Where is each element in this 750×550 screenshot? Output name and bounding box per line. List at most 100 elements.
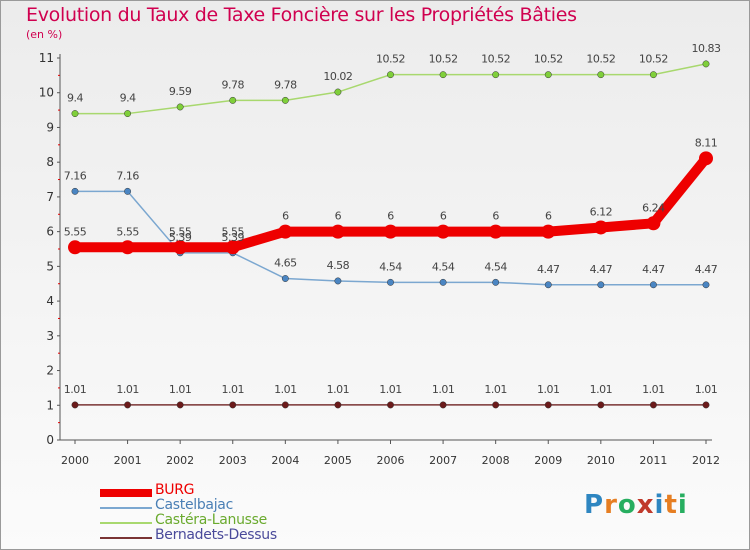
y-tick-label: 10 <box>39 86 54 100</box>
data-label: 1.01 <box>169 383 192 396</box>
data-point <box>229 401 237 409</box>
x-tick-label: 2004 <box>271 454 299 467</box>
data-label: 10.02 <box>323 70 352 83</box>
data-point <box>649 281 657 289</box>
data-point <box>544 71 552 79</box>
x-tick-label: 2009 <box>534 454 562 467</box>
data-point <box>593 220 608 235</box>
data-label: 4.54 <box>484 260 507 273</box>
data-label: 6 <box>492 210 499 223</box>
chart-unit-label: (en %) <box>26 28 63 41</box>
data-point <box>387 71 394 79</box>
data-point <box>281 96 289 104</box>
x-tick-label: 2011 <box>639 454 667 467</box>
data-label: 1.01 <box>274 383 297 396</box>
data-label: 5.55 <box>64 225 87 238</box>
data-label: 1.01 <box>116 383 139 396</box>
data-point <box>544 281 552 289</box>
data-point <box>124 110 132 118</box>
y-tick-label: 5 <box>46 259 54 273</box>
data-point <box>439 401 447 409</box>
x-tick-label: 2001 <box>114 454 142 467</box>
data-point <box>646 216 661 231</box>
data-label: 10.52 <box>586 53 615 66</box>
y-tick-label: 9 <box>46 120 54 134</box>
x-tick-label: 2008 <box>482 454 510 467</box>
data-point <box>492 278 500 286</box>
data-label: 1.01 <box>590 383 613 396</box>
data-label: 1.01 <box>222 383 245 396</box>
x-tick-label: 2005 <box>324 454 352 467</box>
data-point <box>649 71 657 79</box>
legend-swatch-bernadets-dessus <box>100 536 152 539</box>
logo-letter: x <box>636 490 655 520</box>
data-label: 5.39 <box>222 231 245 244</box>
data-point <box>439 71 447 79</box>
x-tick-label: 2003 <box>219 454 247 467</box>
data-label: 1.01 <box>379 383 402 396</box>
data-label: 1.01 <box>64 383 87 396</box>
y-tick-label: 4 <box>46 294 54 308</box>
data-label: 4.47 <box>590 263 613 276</box>
data-point <box>544 401 552 409</box>
x-tick-label: 2010 <box>587 454 615 467</box>
data-point <box>699 151 713 166</box>
legend-label-bernadets-dessus: Bernadets-Dessus <box>155 527 277 543</box>
data-point <box>488 224 503 239</box>
data-point <box>597 281 605 289</box>
data-point <box>702 60 710 68</box>
data-label: 4.54 <box>379 260 402 273</box>
data-label: 10.52 <box>429 53 458 66</box>
data-point <box>71 110 79 118</box>
x-tick-label: 2007 <box>429 454 457 467</box>
data-label: 10.52 <box>376 53 405 66</box>
logo-letter: i <box>654 490 665 520</box>
data-label: 1.01 <box>642 383 665 396</box>
data-label: 1.01 <box>484 383 507 396</box>
data-point <box>649 401 657 409</box>
data-label: 10.52 <box>639 53 668 66</box>
data-label: 10.52 <box>481 53 510 66</box>
data-label: 1.01 <box>695 383 718 396</box>
y-tick-label: 6 <box>46 225 54 239</box>
data-label: 7.16 <box>116 169 139 182</box>
data-point <box>436 224 451 239</box>
data-point <box>173 240 188 255</box>
data-label: 4.47 <box>642 263 665 276</box>
data-label: 9.4 <box>67 92 83 105</box>
data-label: 9.78 <box>222 78 245 91</box>
data-point <box>439 278 447 286</box>
y-tick-label: 7 <box>46 190 54 204</box>
data-point <box>334 88 342 96</box>
data-point <box>124 401 132 409</box>
data-label: 4.65 <box>274 257 297 270</box>
data-label: 5.55 <box>116 225 139 238</box>
legend-swatch-castera-lanusse <box>100 521 152 524</box>
y-tick-label: 3 <box>46 329 54 343</box>
legend-swatch-burg <box>100 488 152 497</box>
data-label: 9.59 <box>169 85 192 98</box>
data-label: 6 <box>440 210 447 223</box>
data-label: 6.12 <box>590 205 613 218</box>
logo-letter: P <box>584 490 605 520</box>
data-label: 6 <box>335 210 342 223</box>
y-tick-label: 2 <box>46 364 54 378</box>
data-point <box>492 71 500 79</box>
data-label: 6 <box>387 210 394 223</box>
y-tick-label: 8 <box>46 155 54 169</box>
data-point <box>383 224 398 239</box>
data-label: 8.11 <box>695 136 718 149</box>
data-label: 9.78 <box>274 78 297 91</box>
x-tick-label: 2006 <box>377 454 405 467</box>
data-label: 4.58 <box>327 259 350 272</box>
data-label: 4.47 <box>695 263 718 276</box>
data-point <box>334 277 342 285</box>
legend-label-burg: BURG <box>155 482 195 498</box>
data-label: 6.24 <box>642 201 665 214</box>
proxiti-logo: Proxiti <box>584 490 688 520</box>
logo-letter: r <box>604 490 618 520</box>
logo-letter: t <box>664 490 678 520</box>
data-point <box>334 401 342 409</box>
